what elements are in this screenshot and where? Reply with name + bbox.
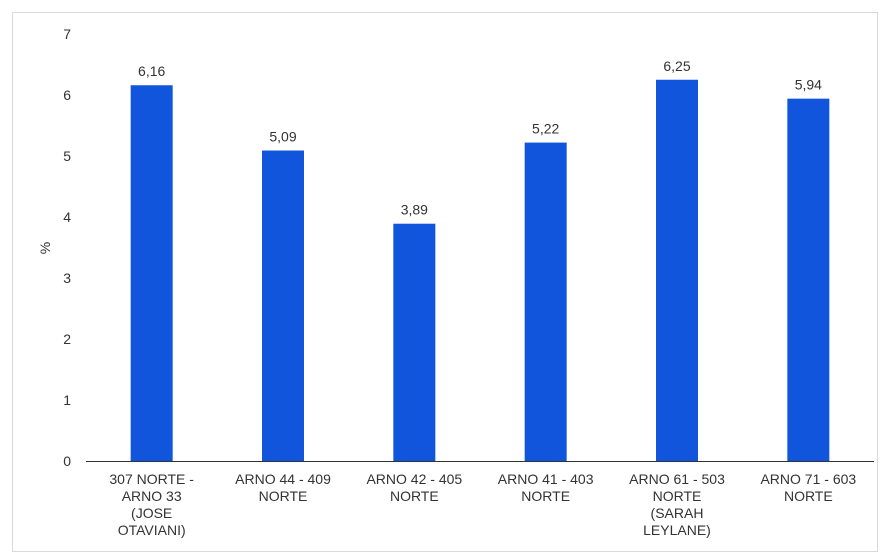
x-category-label-line: LEYLANE) [643, 522, 711, 538]
data-label: 3,89 [401, 202, 428, 218]
x-category-label: ARNO 44 - 409 NORTE [235, 471, 331, 504]
y-tick-label: 0 [63, 453, 71, 469]
y-tick-label: 7 [63, 26, 71, 42]
data-label: 5,94 [795, 77, 822, 93]
x-category-label: ARNO 71 - 603 NORTE [760, 471, 856, 504]
x-category-label-line: ARNO 71 - 603 [760, 471, 856, 487]
x-category-label: 307 NORTE -ARNO 33 (JOSE OTAVIANI) [109, 471, 194, 538]
bar [130, 85, 173, 462]
x-category-label-line: NORTE [521, 488, 570, 504]
data-label: 5,09 [269, 129, 296, 145]
x-category-label-line: NORTE [784, 488, 833, 504]
x-category-label-line: ARNO 42 - 405 [366, 471, 462, 487]
bar [524, 142, 567, 461]
x-category-label-line: NORTE [390, 488, 439, 504]
x-category-label-line: 307 NORTE - [109, 471, 194, 487]
x-category-label-line: ARNO 44 - 409 [235, 471, 331, 487]
bar [787, 98, 830, 461]
y-axis-title: % [37, 242, 53, 254]
bar [393, 223, 436, 461]
y-tick-label: 6 [63, 87, 71, 103]
y-tick-label: 5 [63, 148, 71, 164]
x-category-label-line: ARNO 41 - 403 [498, 471, 594, 487]
data-label: 5,22 [532, 121, 559, 137]
y-tick-label: 3 [63, 270, 71, 286]
y-tick-label: 4 [63, 209, 71, 225]
x-category-label-line: NORTE [653, 488, 702, 504]
x-category-label: ARNO 61 - 503 NORTE (SARAH LEYLANE) [629, 471, 725, 538]
bar [262, 150, 304, 461]
x-category-label-line: ARNO 33 [122, 488, 182, 504]
x-category-label-line: (SARAH [651, 505, 704, 521]
x-category-label-line: (JOSE [131, 505, 172, 521]
y-tick-label: 2 [63, 331, 71, 347]
x-category-label: ARNO 42 - 405 NORTE [366, 471, 462, 504]
x-category-label: ARNO 41 - 403 NORTE [498, 471, 594, 504]
data-label: 6,25 [663, 58, 690, 74]
x-category-label-line: OTAVIANI) [118, 522, 186, 538]
x-category-label-line: NORTE [259, 488, 308, 504]
bar [656, 79, 698, 461]
x-category-label-line: ARNO 61 - 503 [629, 471, 725, 487]
data-label: 6,16 [138, 63, 165, 79]
y-tick-label: 1 [63, 392, 71, 408]
